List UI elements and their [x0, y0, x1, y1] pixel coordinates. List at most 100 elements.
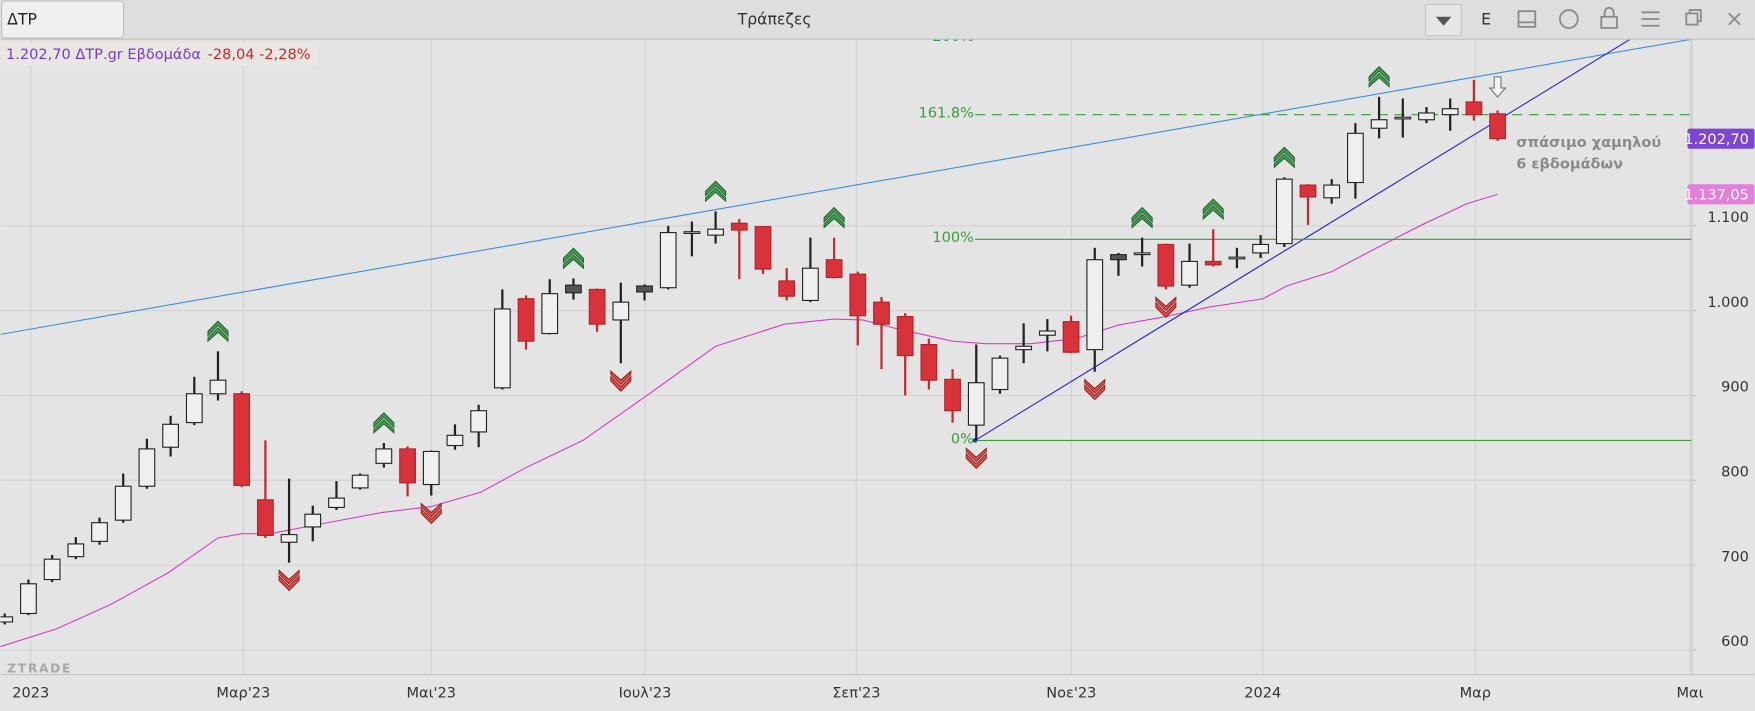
fib-label: 100%	[932, 230, 974, 246]
candle-body	[256, 499, 274, 536]
x-tick-label: 2023	[12, 686, 49, 702]
moving-average	[0, 193, 1498, 648]
candle-body	[375, 448, 393, 464]
annotation: 6 εβδομάδων	[1516, 156, 1623, 172]
fib-label: 0%	[951, 431, 974, 447]
restore-back	[1688, 9, 1702, 23]
candle-body	[967, 382, 985, 426]
break-arrow	[1488, 76, 1507, 98]
signal-up	[823, 206, 845, 229]
signal-down	[278, 569, 300, 592]
candle-body	[991, 357, 1009, 391]
price-tag-label: 1.202,70	[1684, 132, 1749, 148]
candle-body	[1299, 184, 1317, 198]
candle-body	[280, 534, 298, 543]
candle-body	[825, 259, 843, 279]
candle-body	[1015, 345, 1033, 351]
x-tick-label: Μαι'23	[406, 686, 456, 702]
candle-body	[1204, 260, 1222, 266]
dropdown-arrow	[1435, 16, 1452, 26]
candle-body	[754, 226, 772, 270]
candle-body	[1418, 112, 1435, 121]
candle-body	[114, 485, 132, 521]
close-icon[interactable]	[1728, 12, 1741, 26]
header: ΔΤΡ Τράπεζες E 1.202,70 ΔΤΡ.gr Εβδομάδα …	[0, 0, 1755, 67]
candle-body	[67, 543, 85, 558]
quote-icon[interactable]	[1558, 9, 1579, 29]
fib-label: 161.8%	[919, 106, 974, 122]
signal-up	[207, 320, 229, 343]
candle-body	[209, 379, 227, 395]
candle-body	[1181, 260, 1198, 286]
candle-body	[1275, 178, 1293, 245]
candle-body	[1038, 330, 1056, 336]
y-tick-label: 900	[1721, 380, 1749, 396]
candle-body	[1370, 119, 1388, 129]
annotation: σπάσιμο χαμηλού	[1516, 135, 1661, 151]
plot-area: 0% 100% 161.8% 200% σπάσιμο χαμηλού 6 εβδομάδ…	[0, 29, 1692, 675]
candle-body	[1441, 108, 1459, 116]
candle-body	[588, 288, 606, 325]
x-tick-label: 2024	[1244, 686, 1281, 702]
candle-body	[565, 284, 582, 294]
y-tick-label: 700	[1721, 549, 1749, 565]
candle-body	[944, 378, 961, 412]
watermark: ZTRADE	[7, 661, 72, 675]
candle-body	[351, 474, 369, 489]
info-price: 1.202,70 ΔΤΡ.gr Εβδομάδα	[6, 47, 201, 63]
x-tick-label: Μαρ'23	[216, 686, 270, 702]
signal-up	[1273, 146, 1295, 169]
candle-body	[1110, 254, 1127, 261]
fib-label: 200%	[932, 29, 974, 45]
candle-body	[1323, 184, 1341, 199]
signal-up	[373, 412, 395, 434]
candle-body	[446, 434, 464, 447]
signal-up	[1202, 198, 1224, 221]
mode-button[interactable]: E	[1481, 10, 1491, 29]
signal-down	[1084, 378, 1106, 401]
candle-body	[328, 497, 345, 508]
header-bar	[0, 0, 1755, 40]
lock-icon[interactable]	[1600, 15, 1618, 29]
signal-up	[1131, 206, 1153, 229]
candle-body	[304, 513, 322, 528]
symbol-input[interactable]	[1, 0, 125, 39]
candle-body	[162, 423, 179, 448]
candle-body	[1228, 256, 1246, 260]
candle-body	[896, 316, 914, 357]
price-tag-label: 1.137,05	[1684, 187, 1749, 203]
candle-body	[185, 393, 203, 424]
candle-body	[470, 410, 488, 433]
info-background	[0, 42, 318, 67]
symbol: ΔΤΡ	[7, 10, 37, 29]
candle-body	[138, 448, 156, 487]
panel-icon[interactable]	[1517, 10, 1537, 28]
info-change: -28,04 -2,28%	[208, 47, 311, 63]
candle-body	[1157, 243, 1175, 287]
candle-body	[778, 280, 796, 297]
x-tick-label: Νοε'23	[1046, 686, 1096, 702]
candle-body	[683, 231, 701, 234]
price-tag	[1687, 128, 1755, 149]
candle-body	[1489, 113, 1506, 140]
price-tag	[1687, 184, 1755, 205]
candle-body	[20, 583, 37, 615]
candle-body	[541, 293, 559, 335]
signal-down	[1155, 296, 1177, 319]
signal-up	[562, 247, 584, 270]
signal-down	[965, 447, 987, 470]
candle-body	[233, 393, 251, 486]
menu-icon[interactable]	[1641, 11, 1660, 27]
restore-icon[interactable]	[1685, 12, 1699, 26]
candle-body	[43, 558, 61, 581]
x-tick-label: Ιουλ'23	[619, 686, 672, 702]
signal-down	[420, 502, 442, 525]
candle-body	[730, 222, 748, 231]
candle-body	[849, 273, 867, 317]
signal-up	[705, 180, 727, 203]
candle-body	[1394, 116, 1412, 120]
candle-body	[1465, 101, 1483, 116]
trend-line	[0, 39, 1692, 335]
